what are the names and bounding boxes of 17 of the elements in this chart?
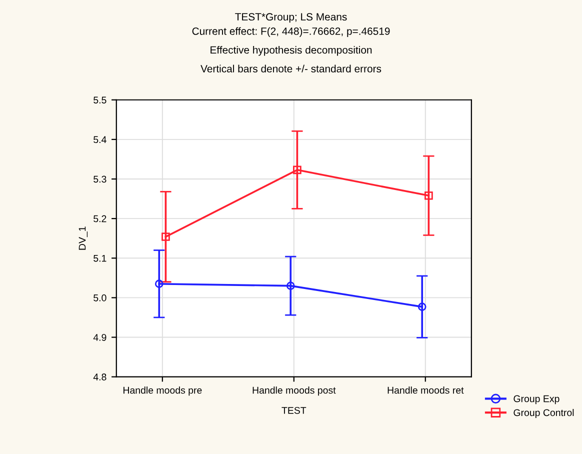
y-tick-label: 5.1 [94,254,106,262]
y-tick-label: 4.9 [93,334,106,341]
chart-subtitle: Current effect: F(2, 448)=.76662, p=.46519 Effective hypothesis decomposition Vertical bars denote +/- standard errors [192,27,390,72]
y-axis-title: DV_1 [78,226,88,250]
y-tick-label: 5.4 [94,136,106,144]
x-axis-title: TEST [282,406,306,414]
y-tick-label: 5.5 [94,96,106,104]
x-tick-label: Handle moods pre [124,386,202,396]
x-tick-label: Handle moods post [252,386,336,396]
legend-label: Group Control [514,408,574,418]
y-tick-label: 5.2 [94,215,106,222]
y-tick-label: 5.0 [94,294,106,302]
chart-title: TEST*Group; LS Means [235,13,347,23]
y-tick-label: 4.8 [93,374,106,380]
legend-label: Group Exp [514,395,560,404]
y-tick-label: 5.3 [94,176,106,183]
x-tick-label: Handle moods ret [388,386,464,394]
